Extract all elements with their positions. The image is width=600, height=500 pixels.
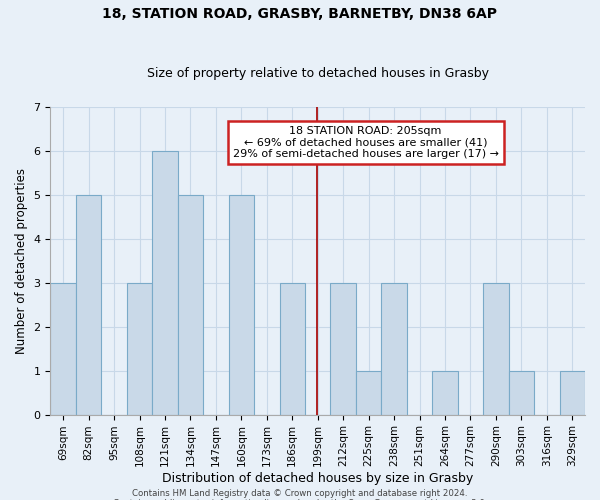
Bar [331, 283, 356, 414]
Bar [560, 370, 585, 414]
Bar [50, 283, 76, 414]
Bar [229, 195, 254, 414]
Bar [280, 283, 305, 414]
Bar [178, 195, 203, 414]
Text: 18 STATION ROAD: 205sqm
← 69% of detached houses are smaller (41)
29% of semi-de: 18 STATION ROAD: 205sqm ← 69% of detache… [233, 126, 499, 158]
Bar [127, 283, 152, 414]
X-axis label: Distribution of detached houses by size in Grasby: Distribution of detached houses by size … [162, 472, 473, 485]
Text: Contains public sector information licensed under the Open Government Licence v3: Contains public sector information licen… [113, 498, 487, 500]
Bar [483, 283, 509, 414]
Y-axis label: Number of detached properties: Number of detached properties [15, 168, 28, 354]
Text: 18, STATION ROAD, GRASBY, BARNETBY, DN38 6AP: 18, STATION ROAD, GRASBY, BARNETBY, DN38… [103, 8, 497, 22]
Bar [432, 370, 458, 414]
Bar [382, 283, 407, 414]
Bar [152, 151, 178, 414]
Text: Contains HM Land Registry data © Crown copyright and database right 2024.: Contains HM Land Registry data © Crown c… [132, 488, 468, 498]
Bar [76, 195, 101, 414]
Bar [509, 370, 534, 414]
Title: Size of property relative to detached houses in Grasby: Size of property relative to detached ho… [147, 66, 489, 80]
Bar [356, 370, 382, 414]
